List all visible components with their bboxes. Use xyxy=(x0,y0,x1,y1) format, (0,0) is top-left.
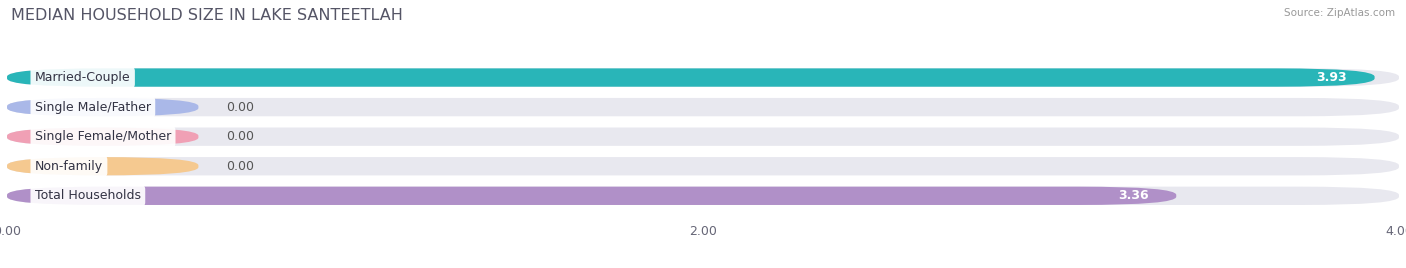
FancyBboxPatch shape xyxy=(7,68,1399,87)
Text: 0.00: 0.00 xyxy=(226,160,254,173)
FancyBboxPatch shape xyxy=(7,98,1399,116)
Text: Married-Couple: Married-Couple xyxy=(35,71,131,84)
FancyBboxPatch shape xyxy=(7,187,1177,205)
Text: Total Households: Total Households xyxy=(35,189,141,202)
Text: 3.36: 3.36 xyxy=(1118,189,1149,202)
FancyBboxPatch shape xyxy=(7,128,1399,146)
FancyBboxPatch shape xyxy=(7,128,198,146)
Text: Source: ZipAtlas.com: Source: ZipAtlas.com xyxy=(1284,8,1395,18)
FancyBboxPatch shape xyxy=(7,98,198,116)
Text: Single Female/Mother: Single Female/Mother xyxy=(35,130,172,143)
Text: 0.00: 0.00 xyxy=(226,130,254,143)
Text: 0.00: 0.00 xyxy=(226,100,254,114)
Text: Single Male/Father: Single Male/Father xyxy=(35,100,150,114)
Text: Non-family: Non-family xyxy=(35,160,103,173)
FancyBboxPatch shape xyxy=(7,68,1375,87)
FancyBboxPatch shape xyxy=(7,157,198,176)
FancyBboxPatch shape xyxy=(7,187,1399,205)
Text: MEDIAN HOUSEHOLD SIZE IN LAKE SANTEETLAH: MEDIAN HOUSEHOLD SIZE IN LAKE SANTEETLAH xyxy=(11,8,404,23)
Text: 3.93: 3.93 xyxy=(1316,71,1347,84)
FancyBboxPatch shape xyxy=(7,157,1399,176)
